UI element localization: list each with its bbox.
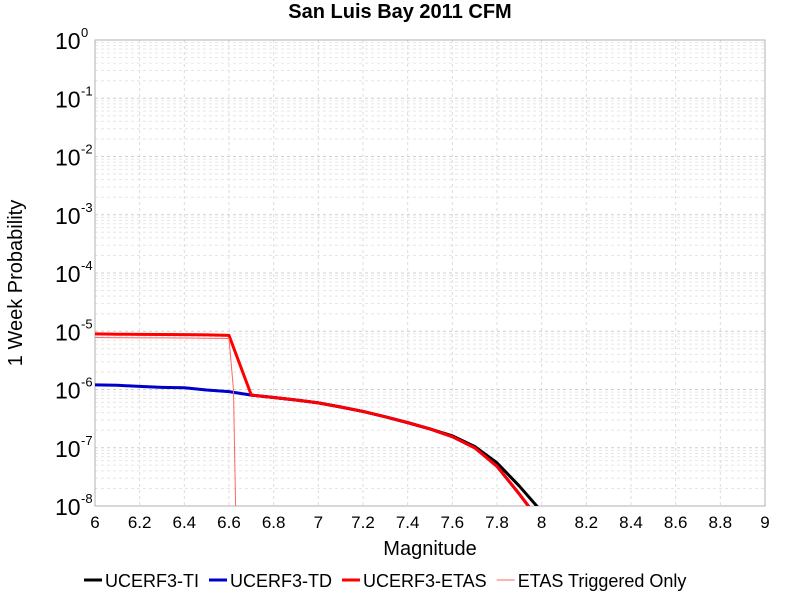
legend-item: UCERF3-TI bbox=[84, 571, 199, 591]
x-tick-label: 7.8 bbox=[485, 513, 509, 532]
y-tick-exponent: -2 bbox=[81, 142, 93, 157]
x-tick-label: 8.8 bbox=[709, 513, 733, 532]
x-tick-label: 7.4 bbox=[396, 513, 420, 532]
y-tick-label: 10 -3 bbox=[55, 200, 93, 229]
legend-item: UCERF3-TD bbox=[209, 571, 332, 591]
x-tick-label: 8 bbox=[537, 513, 546, 532]
y-tick-exponent: -5 bbox=[81, 316, 93, 331]
y-tick-base: 10 bbox=[55, 378, 81, 404]
x-tick-label: 6 bbox=[90, 513, 99, 532]
y-tick-exponent: -7 bbox=[81, 433, 93, 448]
y-tick-label: 10 0 bbox=[55, 25, 88, 54]
legend-label: UCERF3-ETAS bbox=[363, 571, 487, 591]
y-tick-exponent: -8 bbox=[81, 491, 93, 506]
y-tick-base: 10 bbox=[55, 28, 81, 54]
x-tick-label: 6.2 bbox=[128, 513, 152, 532]
y-tick-base: 10 bbox=[55, 86, 81, 112]
y-tick-label: 10 -8 bbox=[55, 491, 93, 520]
x-tick-label: 6.4 bbox=[173, 513, 197, 532]
series-layer bbox=[95, 332, 539, 506]
y-tick-exponent: -1 bbox=[81, 83, 93, 98]
legend-item: UCERF3-ETAS bbox=[342, 571, 487, 591]
series-line-3 bbox=[95, 332, 531, 506]
x-axis-ticks: 6 6.2 6.4 6.6 6.8 7 7.2 7.4 7.6 7.8 8 8.2 8.4 8.6 8.8 9 bbox=[90, 513, 769, 532]
y-tick-label: 10 -7 bbox=[55, 433, 93, 462]
y-tick-base: 10 bbox=[55, 319, 81, 345]
legend-label: ETAS Triggered Only bbox=[518, 571, 687, 591]
x-tick-label: 7.6 bbox=[441, 513, 465, 532]
y-tick-label: 10 -6 bbox=[55, 375, 93, 404]
legend: UCERF3-TI UCERF3-TD UCERF3-ETAS ETAS Trigge… bbox=[84, 571, 686, 591]
y-tick-exponent: -3 bbox=[81, 200, 93, 215]
x-tick-label: 8.2 bbox=[575, 513, 599, 532]
legend-item: ETAS Triggered Only bbox=[496, 571, 687, 591]
y-tick-exponent: 0 bbox=[81, 25, 88, 40]
grid bbox=[94, 40, 766, 507]
y-tick-label: 10 -5 bbox=[55, 316, 93, 345]
y-tick-base: 10 bbox=[55, 261, 81, 287]
x-tick-label: 8.6 bbox=[664, 513, 688, 532]
y-tick-base: 10 bbox=[55, 494, 81, 520]
x-tick-label: 6.8 bbox=[262, 513, 286, 532]
y-tick-exponent: -6 bbox=[81, 375, 93, 390]
x-tick-label: 9 bbox=[760, 513, 769, 532]
x-tick-label: 7.2 bbox=[351, 513, 375, 532]
y-tick-label: 10 -4 bbox=[55, 258, 93, 287]
y-tick-label: 10 -1 bbox=[55, 83, 93, 112]
series-line-4 bbox=[95, 337, 237, 506]
y-tick-base: 10 bbox=[55, 436, 81, 462]
plot-area-border bbox=[94, 39, 766, 507]
legend-label: UCERF3-TI bbox=[105, 571, 199, 591]
x-tick-label: 7 bbox=[314, 513, 323, 532]
x-axis-label: Magnitude bbox=[383, 538, 476, 560]
chart-title: San Luis Bay 2011 CFM bbox=[288, 1, 511, 23]
y-tick-label: 10 -2 bbox=[55, 142, 93, 171]
y-tick-base: 10 bbox=[55, 145, 81, 171]
x-tick-label: 8.4 bbox=[619, 513, 643, 532]
x-tick-label: 6.6 bbox=[217, 513, 241, 532]
y-tick-exponent: -4 bbox=[81, 258, 93, 273]
y-tick-base: 10 bbox=[55, 203, 81, 229]
y-axis-label: 1 Week Probability bbox=[5, 200, 27, 366]
legend-label: UCERF3-TD bbox=[230, 571, 332, 591]
